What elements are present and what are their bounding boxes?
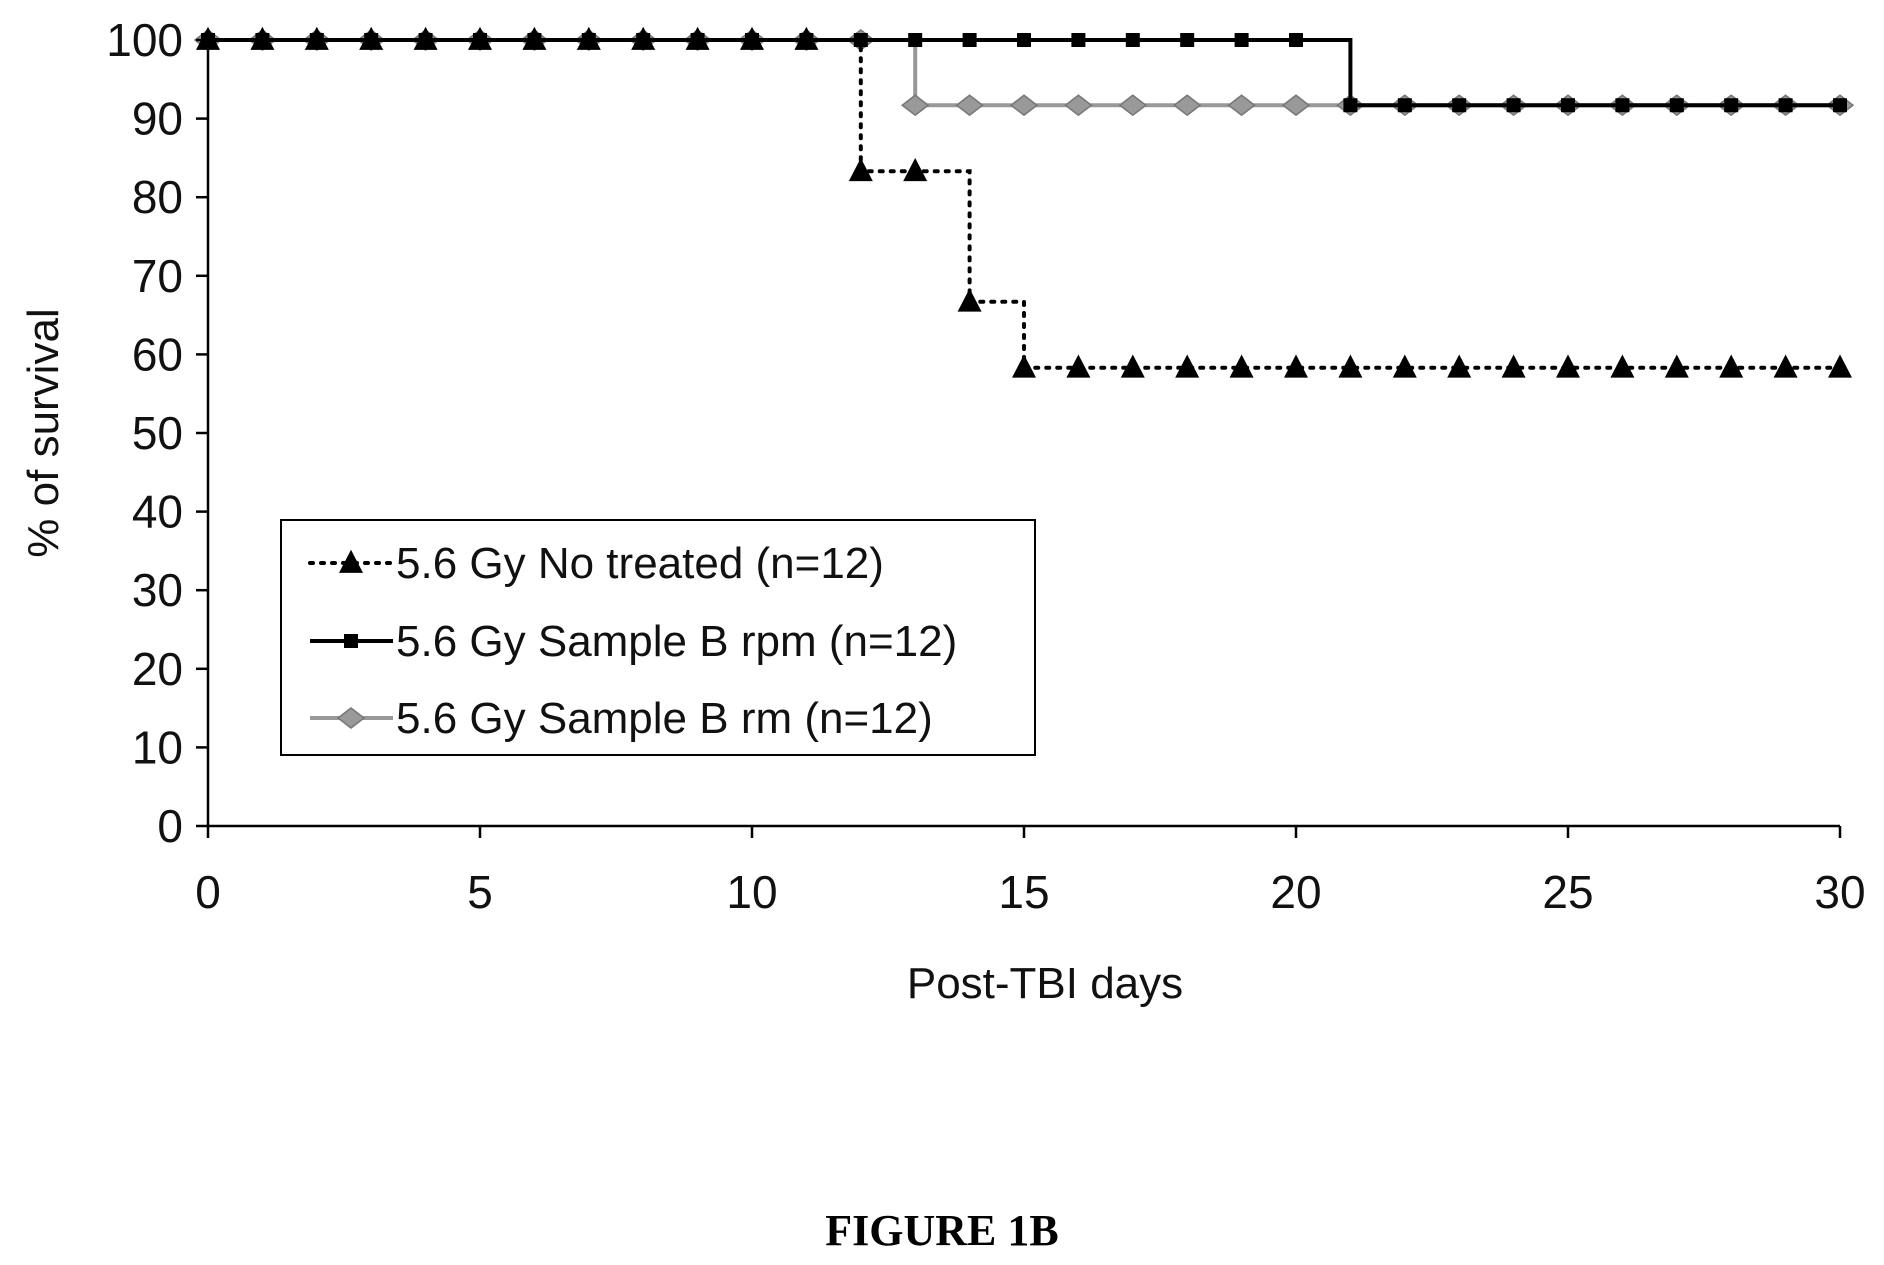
series-layer: [193, 26, 1855, 378]
series-2-point: [527, 33, 542, 47]
series-1-point: [1719, 354, 1744, 378]
legend-swatch-marker-2: [344, 634, 358, 648]
legend-label-2: 5.6 Gy Sample B rpm (n=12): [396, 617, 957, 666]
series-1-point: [1284, 354, 1308, 378]
x-axis-title: Post-TBI days: [907, 959, 1183, 1008]
x-tick-label: 20: [1270, 866, 1321, 918]
x-tick-label: 15: [998, 866, 1049, 918]
series-1-point: [1501, 354, 1526, 378]
series-1-point: [1338, 354, 1363, 378]
y-tick-label: 60: [132, 328, 183, 380]
y-tick-label: 40: [132, 486, 183, 538]
ticks: 0 5 10 15 20 25 30 0 10 20 30 40 50 60 70 80 90 100: [106, 14, 1865, 918]
series-2-point: [853, 33, 868, 47]
x-tick-label: 0: [195, 866, 221, 918]
series-2-point: [1452, 98, 1467, 113]
series-2-point: [1017, 33, 1031, 47]
series-3-point: [955, 94, 984, 117]
y-tick-label: 50: [132, 407, 183, 459]
series-1-point: [1773, 354, 1798, 378]
x-tick-label: 30: [1814, 866, 1865, 918]
legend-swatch-marker-3: [336, 707, 366, 729]
series-2-point: [908, 33, 923, 47]
series-3-point: [1172, 94, 1202, 117]
legend-entries: 5.6 Gy No treated (n=12) 5.6 Gy Sample B …: [308, 539, 957, 743]
series-2-point: [1071, 33, 1086, 47]
series-2-point: [1289, 33, 1303, 47]
series-1-point: [957, 288, 982, 312]
series-line-2: [208, 38, 1840, 108]
y-axis-title: % of survival: [19, 308, 68, 557]
series-2-point: [1669, 98, 1684, 113]
series-1-point: [848, 158, 873, 182]
y-tick-label: 10: [132, 721, 183, 773]
series-2-point: [1125, 33, 1140, 47]
legend-label-1: 5.6 Gy No treated (n=12): [396, 539, 884, 588]
series-3-point: [1227, 94, 1256, 117]
series-1-point: [1828, 354, 1852, 378]
series-2-point: [1833, 98, 1847, 113]
series-2-point: [1234, 33, 1249, 47]
x-tick-label: 25: [1542, 866, 1593, 918]
series-3-point: [1064, 94, 1093, 117]
series-2-point: [418, 33, 433, 47]
series-1-point: [903, 158, 928, 182]
series-2-point: [1561, 98, 1575, 113]
series-2-point: [473, 33, 487, 47]
series-2-point: [255, 33, 270, 47]
legend: 5.6 Gy No treated (n=12) 5.6 Gy Sample B …: [280, 519, 1036, 756]
series-3-point: [1118, 94, 1148, 117]
series-2-point: [745, 33, 759, 47]
y-tick-label: 70: [132, 250, 183, 302]
series-2-point: [309, 33, 324, 47]
series-2-point: [1506, 98, 1521, 113]
y-tick-label: 90: [132, 93, 183, 145]
legend-box: [280, 519, 1036, 756]
series-line-1: [206, 38, 1842, 370]
series-1-point: [1066, 354, 1091, 378]
y-tick-label: 30: [132, 564, 183, 616]
series-2-point: [1778, 98, 1793, 113]
series-2-point: [1343, 98, 1358, 113]
series-1-point: [1120, 354, 1145, 378]
figure-caption: FIGURE 1B: [825, 1206, 1058, 1255]
y-tick-label: 100: [106, 14, 183, 66]
series-2-point: [799, 33, 814, 47]
legend-swatch-marker-1: [339, 549, 363, 573]
legend-label-3: 5.6 Gy Sample B rm (n=12): [396, 694, 933, 743]
y-tick-label: 0: [157, 800, 183, 852]
series-3-point: [900, 94, 930, 117]
series-1-point: [1229, 354, 1254, 378]
series-1-point: [1447, 354, 1472, 378]
series-1-point: [1664, 354, 1689, 378]
series-2-point: [581, 33, 596, 47]
series-1-point: [1556, 354, 1580, 378]
series-2-point: [1397, 98, 1412, 113]
series-3-point: [1281, 94, 1311, 117]
x-tick-label: 10: [726, 866, 777, 918]
series-2-point: [690, 33, 705, 47]
series-1-point: [1175, 354, 1200, 378]
series-2-point: [1180, 33, 1195, 47]
series-2-point: [1615, 98, 1630, 113]
series-2-point: [1724, 98, 1739, 113]
y-tick-label: 20: [132, 643, 183, 695]
series-2-point: [962, 33, 977, 47]
x-tick-label: 5: [467, 866, 493, 918]
series-3-point: [1009, 94, 1039, 117]
series-2-point: [636, 33, 651, 47]
series-2-point: [364, 33, 379, 47]
series-1-point: [1392, 354, 1417, 378]
y-tick-label: 80: [132, 171, 183, 223]
series-1-point: [1610, 354, 1635, 378]
series-1-point: [1012, 354, 1036, 378]
